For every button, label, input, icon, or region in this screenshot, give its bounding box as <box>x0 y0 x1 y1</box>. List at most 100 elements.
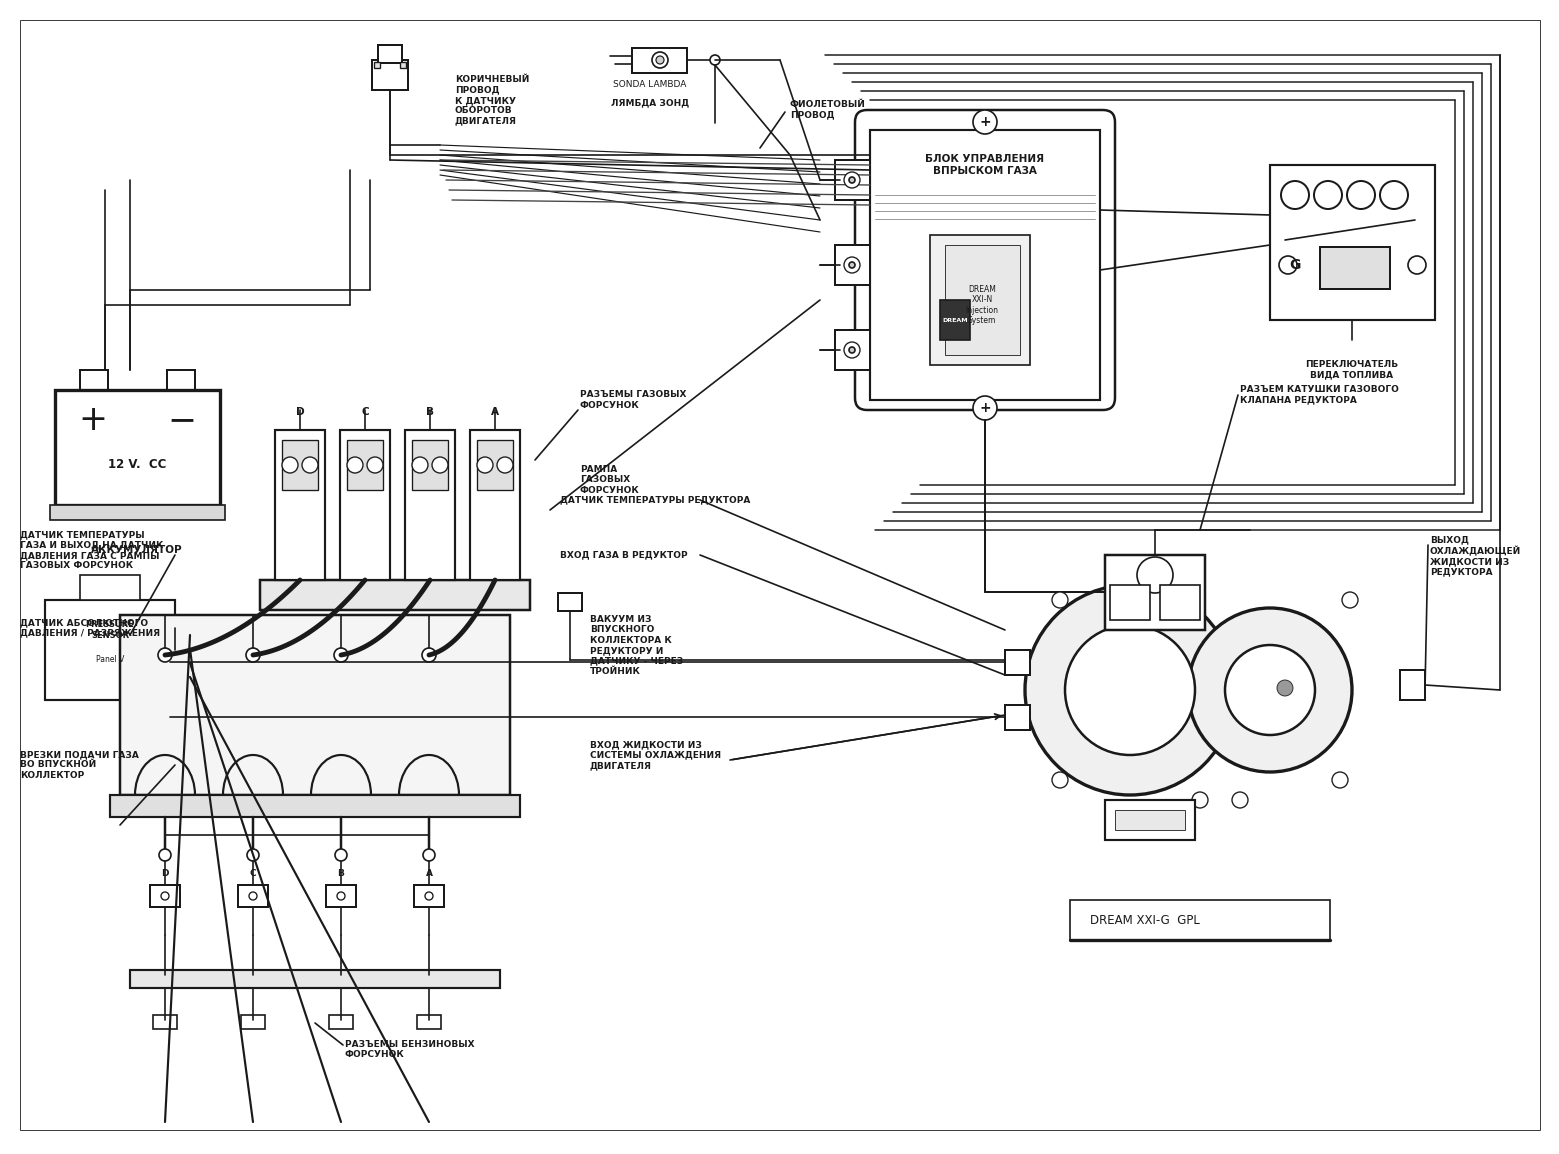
Circle shape <box>973 110 998 134</box>
Circle shape <box>1281 181 1310 209</box>
Bar <box>329 1016 352 1029</box>
Text: A: A <box>426 869 432 877</box>
Bar <box>1105 555 1205 630</box>
Text: PRESSURE
SENSOR: PRESSURE SENSOR <box>86 621 134 639</box>
Text: КОРИЧНЕВЫЙ
ПРОВОД
К ДАТЧИКУ
ОБОРОТОВ
ДВИГАТЕЛЯ: КОРИЧНЕВЫЙ ПРОВОД К ДАТЧИКУ ОБОРОТОВ ДВИ… <box>455 75 530 126</box>
Circle shape <box>335 849 348 861</box>
Bar <box>1006 650 1030 675</box>
Text: ФИОЛЕТОВЫЙ
ПРОВОД: ФИОЛЕТОВЫЙ ПРОВОД <box>790 100 865 119</box>
Circle shape <box>1188 608 1352 772</box>
Text: SONDA LAMBDA: SONDA LAMBDA <box>613 80 686 89</box>
Bar <box>1115 810 1185 830</box>
Circle shape <box>1065 625 1196 755</box>
Bar <box>373 60 408 90</box>
Circle shape <box>157 649 171 662</box>
Circle shape <box>334 649 348 662</box>
Circle shape <box>850 177 854 183</box>
Bar <box>1069 900 1330 941</box>
Text: РАМПА
ГАЗОВЫХ
ФОРСУНОК: РАМПА ГАЗОВЫХ ФОРСУНОК <box>580 465 639 495</box>
Bar <box>836 330 870 370</box>
Text: G: G <box>1289 258 1300 272</box>
Circle shape <box>497 457 513 473</box>
Bar <box>377 45 402 63</box>
Bar <box>931 235 1030 365</box>
Bar <box>242 1016 265 1029</box>
Circle shape <box>973 396 998 420</box>
Circle shape <box>850 262 854 268</box>
Bar <box>374 62 380 68</box>
Circle shape <box>843 342 861 358</box>
Bar <box>150 885 179 907</box>
Bar <box>1320 247 1391 288</box>
Text: Panel V: Panel V <box>95 655 125 665</box>
Text: DREAM: DREAM <box>942 317 968 322</box>
Circle shape <box>652 52 667 68</box>
Text: C: C <box>249 869 256 877</box>
Bar <box>401 62 405 68</box>
Text: ВХОД ГАЗА В РЕДУКТОР: ВХОД ГАЗА В РЕДУКТОР <box>560 550 688 560</box>
Text: D: D <box>296 407 304 417</box>
Circle shape <box>843 172 861 188</box>
Circle shape <box>656 57 664 63</box>
Circle shape <box>1225 645 1314 735</box>
Bar <box>631 48 688 73</box>
Circle shape <box>1408 256 1426 273</box>
Circle shape <box>1314 181 1342 209</box>
Bar <box>558 593 582 610</box>
Bar <box>80 575 140 600</box>
Bar <box>153 1016 178 1029</box>
Text: ПЕРЕКЛЮЧАТЕЛЬ
ВИДА ТОПЛИВА: ПЕРЕКЛЮЧАТЕЛЬ ВИДА ТОПЛИВА <box>1305 360 1398 380</box>
Bar <box>415 885 444 907</box>
Circle shape <box>1331 772 1349 788</box>
Circle shape <box>246 849 259 861</box>
Text: ДАТЧИК ТЕМПЕРАТУРЫ
ГАЗА И ВЫХОД НА ДАТЧИК
ДАВЛЕНИЯ ГАЗА С РАМПЫ
ГАЗОВЫХ ФОРСУНОК: ДАТЧИК ТЕМПЕРАТУРЫ ГАЗА И ВЫХОД НА ДАТЧИ… <box>20 530 164 570</box>
Circle shape <box>1347 181 1375 209</box>
Bar <box>282 440 318 490</box>
Bar <box>405 430 455 580</box>
Bar <box>836 160 870 200</box>
Text: +: + <box>979 400 992 415</box>
Text: РАЗЪЕМЫ БЕНЗИНОВЫХ
ФОРСУНОК: РАЗЪЕМЫ БЕНЗИНОВЫХ ФОРСУНОК <box>345 1040 474 1059</box>
Circle shape <box>348 457 363 473</box>
Text: ВХОД ЖИДКОСТИ ИЗ
СИСТЕМЫ ОХЛАЖДЕНИЯ
ДВИГАТЕЛЯ: ВХОД ЖИДКОСТИ ИЗ СИСТЕМЫ ОХЛАЖДЕНИЯ ДВИГ… <box>589 740 722 770</box>
Bar <box>945 245 1020 355</box>
Bar <box>1400 670 1425 700</box>
Bar <box>412 440 447 490</box>
Text: +: + <box>78 403 108 437</box>
Bar <box>477 440 513 490</box>
Bar <box>1160 585 1200 620</box>
Text: БЛОК УПРАВЛЕНИЯ
ВПРЫСКОМ ГАЗА: БЛОК УПРАВЛЕНИЯ ВПРЫСКОМ ГАЗА <box>926 155 1045 175</box>
Bar <box>167 370 195 390</box>
Text: ВАКУУМ ИЗ
ВПУСКНОГО
КОЛЛЕКТОРА К
РЕДУКТОРУ И
ДАТЧИКУ - ЧЕРЕЗ
ТРОЙНИК: ВАКУУМ ИЗ ВПУСКНОГО КОЛЛЕКТОРА К РЕДУКТО… <box>589 615 683 676</box>
Circle shape <box>1342 592 1358 608</box>
Bar <box>45 600 175 700</box>
Circle shape <box>432 457 447 473</box>
Bar <box>120 615 510 795</box>
Circle shape <box>246 649 260 662</box>
Circle shape <box>1024 585 1235 795</box>
Circle shape <box>422 849 435 861</box>
Bar <box>260 580 530 610</box>
Text: ВРЕЗКИ ПОДАЧИ ГАЗА
ВО ВПУСКНОЙ
КОЛЛЕКТОР: ВРЕЗКИ ПОДАЧИ ГАЗА ВО ВПУСКНОЙ КОЛЛЕКТОР <box>20 750 139 780</box>
Circle shape <box>249 892 257 900</box>
Bar <box>469 430 521 580</box>
Bar <box>558 593 582 610</box>
Circle shape <box>159 849 171 861</box>
Text: B: B <box>426 407 433 417</box>
Circle shape <box>1380 181 1408 209</box>
Bar <box>1105 800 1196 840</box>
Circle shape <box>1052 772 1068 788</box>
Bar <box>111 795 521 817</box>
Circle shape <box>302 457 318 473</box>
Bar <box>416 1016 441 1029</box>
Text: РАЗЪЕМЫ ГАЗОВЫХ
ФОРСУНОК: РАЗЪЕМЫ ГАЗОВЫХ ФОРСУНОК <box>580 390 686 410</box>
Text: ВЫХОД
ОХЛАЖДАЮЩЕЙ
ЖИДКОСТИ ИЗ
РЕДУКТОРА: ВЫХОД ОХЛАЖДАЮЩЕЙ ЖИДКОСТИ ИЗ РЕДУКТОРА <box>1430 535 1522 577</box>
Bar <box>348 440 384 490</box>
Bar <box>1110 585 1151 620</box>
Bar <box>175 635 190 660</box>
Bar <box>274 430 324 580</box>
Bar <box>340 430 390 580</box>
Bar <box>1271 165 1434 320</box>
Text: 12 V.  CC: 12 V. CC <box>108 458 167 472</box>
Text: РАЗЪЕМ КАТУШКИ ГАЗОВОГО
КЛАПАНА РЕДУКТОРА: РАЗЪЕМ КАТУШКИ ГАЗОВОГО КЛАПАНА РЕДУКТОР… <box>1239 385 1398 404</box>
